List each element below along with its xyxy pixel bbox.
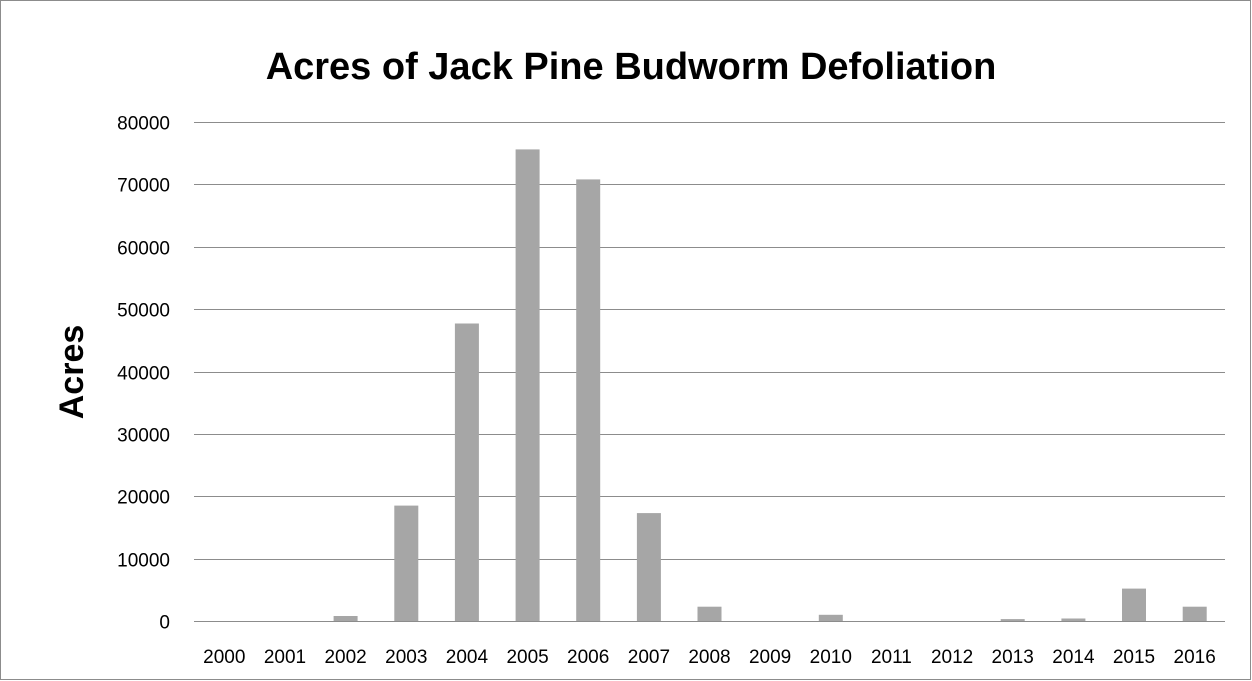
y-axis-label: Acres — [53, 325, 91, 420]
bar-2010 — [818, 614, 843, 621]
x-tick-label: 2009 — [749, 647, 791, 668]
bar-2014 — [1061, 618, 1086, 621]
x-tick-label: 2011 — [871, 647, 912, 668]
bar-2006 — [576, 179, 601, 621]
bar-2008 — [697, 606, 722, 621]
x-tick-label: 2016 — [1174, 647, 1216, 668]
x-tick-label: 2007 — [628, 647, 670, 668]
x-tick-label: 2008 — [688, 647, 730, 668]
x-tick-label: 2000 — [203, 647, 245, 668]
bar-2003 — [394, 505, 419, 621]
x-tick-label: 2003 — [385, 647, 427, 668]
x-tick-label: 2006 — [567, 647, 609, 668]
x-tick-label: 2002 — [324, 647, 366, 668]
bar-2016 — [1182, 606, 1207, 621]
y-tick-label: 30000 — [117, 426, 170, 447]
y-tick-label: 80000 — [117, 114, 170, 135]
y-tick-label: 0 — [159, 613, 170, 634]
y-tick-label: 20000 — [117, 488, 170, 509]
gridlines — [194, 122, 1225, 560]
x-tick-label: 2001 — [264, 647, 306, 668]
y-tick-label: 60000 — [117, 239, 170, 260]
y-tick-label: 50000 — [117, 301, 170, 322]
y-tick-labels: 0 10000 20000 30000 40000 50000 60000 70000 8000… — [117, 114, 170, 634]
bars — [333, 149, 1207, 621]
x-tick-label: 2005 — [506, 647, 548, 668]
bar-2007 — [636, 513, 661, 621]
x-tick-label: 2013 — [992, 647, 1034, 668]
x-tick-label: 2010 — [810, 647, 852, 668]
y-tick-label: 10000 — [117, 551, 170, 572]
chart-title: Acres of Jack Pine Budworm Defoliation — [266, 46, 997, 88]
x-tick-label: 2015 — [1113, 647, 1155, 668]
bar-2002 — [333, 616, 358, 621]
x-tick-labels: 2000 2001 2002 2003 2004 2005 2006 2007 2008 2009… — [203, 647, 1216, 668]
x-tick-label: 2012 — [931, 647, 973, 668]
x-tick-label: 2004 — [446, 647, 489, 668]
y-tick-label: 40000 — [117, 364, 170, 385]
x-tick-label: 2014 — [1052, 647, 1095, 668]
bar-2004 — [454, 323, 479, 621]
bar-2015 — [1122, 588, 1146, 621]
bar-2013 — [1000, 619, 1025, 621]
y-tick-label: 70000 — [117, 176, 170, 197]
bar-2005 — [515, 149, 540, 621]
